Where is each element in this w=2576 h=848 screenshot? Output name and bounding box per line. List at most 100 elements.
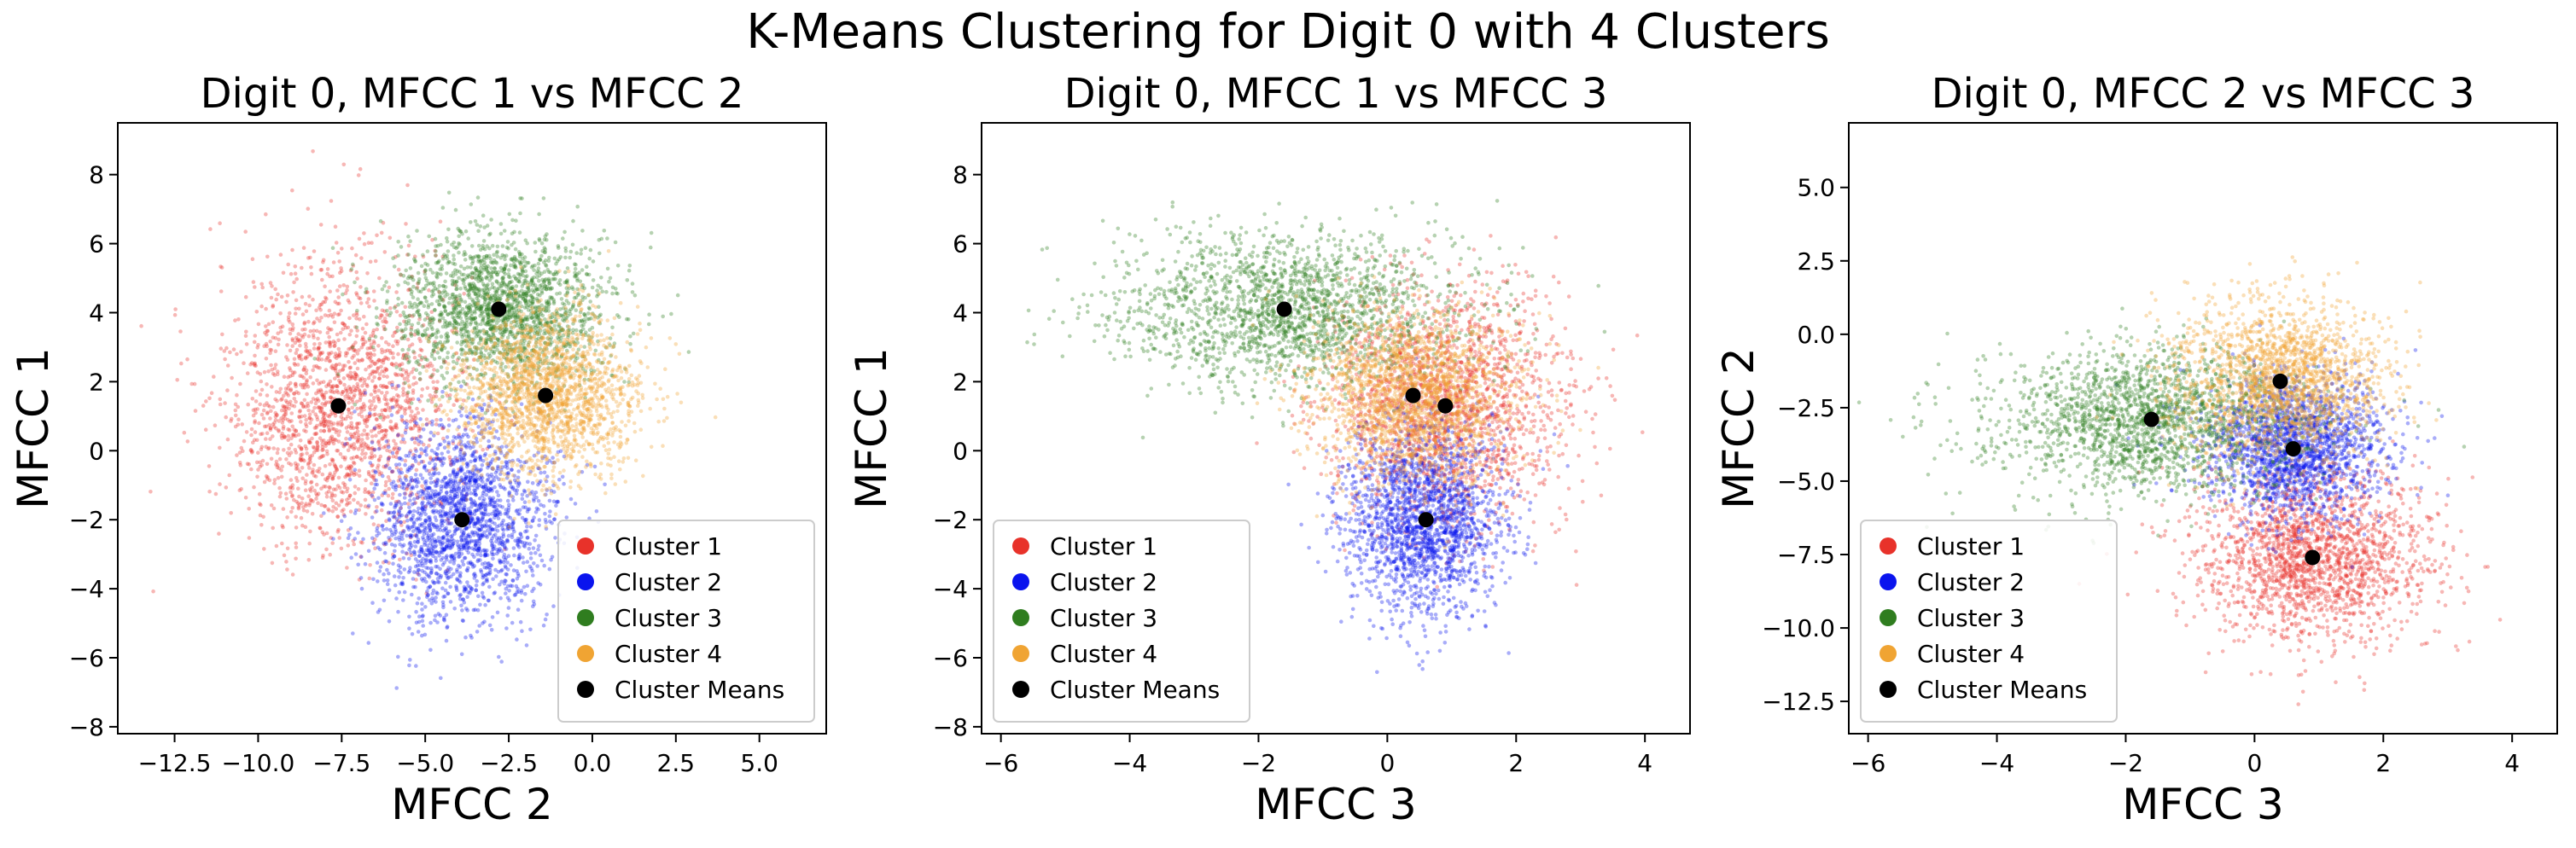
data-point	[346, 373, 350, 378]
data-point	[355, 328, 360, 333]
data-point	[469, 276, 475, 280]
data-point	[327, 358, 332, 363]
data-point	[413, 564, 418, 569]
data-point	[502, 581, 507, 586]
data-point	[458, 573, 463, 578]
data-point	[408, 397, 413, 402]
data-point	[243, 294, 248, 299]
data-point	[185, 357, 189, 362]
data-point	[254, 363, 258, 369]
data-point	[420, 607, 424, 612]
data-point	[412, 440, 417, 445]
data-point	[346, 543, 351, 548]
data-point	[417, 439, 422, 444]
data-point	[308, 489, 313, 493]
data-point	[413, 533, 417, 537]
data-point	[287, 427, 292, 433]
data-point	[512, 593, 517, 597]
data-point	[332, 462, 337, 467]
data-point	[415, 540, 420, 544]
data-point	[330, 541, 335, 545]
data-point	[281, 427, 286, 431]
data-point	[318, 341, 322, 346]
data-point	[410, 274, 414, 279]
data-point	[504, 245, 510, 250]
data-point	[373, 404, 378, 409]
data-point	[398, 492, 402, 497]
data-point	[335, 251, 341, 255]
data-point	[343, 416, 348, 421]
data-point	[279, 468, 283, 473]
data-point	[433, 236, 438, 241]
data-point	[392, 264, 397, 269]
data-point	[327, 441, 331, 445]
data-point	[271, 404, 276, 409]
data-point	[435, 276, 440, 280]
data-point	[393, 522, 397, 527]
data-point	[316, 398, 321, 404]
data-point	[353, 537, 358, 541]
data-point	[320, 442, 325, 447]
data-point	[403, 305, 408, 310]
data-point	[446, 520, 452, 526]
data-point	[325, 356, 329, 360]
data-point	[441, 514, 446, 519]
data-point	[362, 380, 367, 386]
data-point	[388, 348, 393, 353]
data-point	[339, 266, 343, 270]
data-point	[452, 541, 456, 546]
data-point	[519, 590, 524, 595]
data-point	[412, 375, 417, 380]
data-point	[308, 421, 312, 426]
data-point	[353, 388, 358, 392]
data-point	[482, 548, 487, 553]
data-point	[239, 486, 244, 491]
data-point	[316, 336, 320, 341]
data-point	[318, 308, 323, 312]
data-point	[504, 572, 509, 577]
data-point	[463, 472, 467, 476]
data-point	[294, 450, 299, 455]
data-point	[439, 502, 444, 507]
data-point	[491, 475, 495, 479]
data-point	[404, 551, 409, 555]
data-point	[375, 359, 380, 364]
data-point	[342, 443, 347, 447]
data-point	[365, 346, 370, 351]
data-point	[330, 439, 335, 444]
data-point	[420, 619, 425, 624]
data-point	[543, 617, 548, 622]
data-point	[328, 473, 332, 478]
data-point	[442, 619, 446, 623]
data-point	[307, 466, 312, 470]
data-point	[347, 347, 351, 351]
data-point	[466, 560, 470, 566]
data-point	[307, 415, 312, 421]
data-point	[553, 536, 557, 540]
data-point	[459, 538, 464, 543]
data-point	[374, 315, 379, 320]
data-point	[265, 328, 271, 334]
data-point	[315, 357, 320, 362]
data-point	[473, 607, 478, 612]
data-point	[470, 452, 475, 456]
data-point	[272, 421, 277, 425]
data-point	[481, 621, 485, 625]
data-point	[474, 450, 479, 454]
data-point	[405, 421, 410, 427]
data-point	[329, 439, 333, 443]
data-point	[361, 342, 365, 347]
data-point	[505, 498, 510, 503]
data-point	[462, 453, 466, 457]
data-point	[370, 241, 374, 246]
data-point	[290, 424, 295, 429]
data-point	[288, 485, 294, 490]
data-point	[414, 620, 419, 625]
data-point	[294, 306, 298, 311]
data-point	[207, 396, 212, 401]
data-point	[345, 392, 350, 397]
data-point	[442, 494, 446, 499]
data-point	[438, 566, 442, 572]
data-point	[292, 433, 296, 439]
data-point	[321, 258, 326, 263]
